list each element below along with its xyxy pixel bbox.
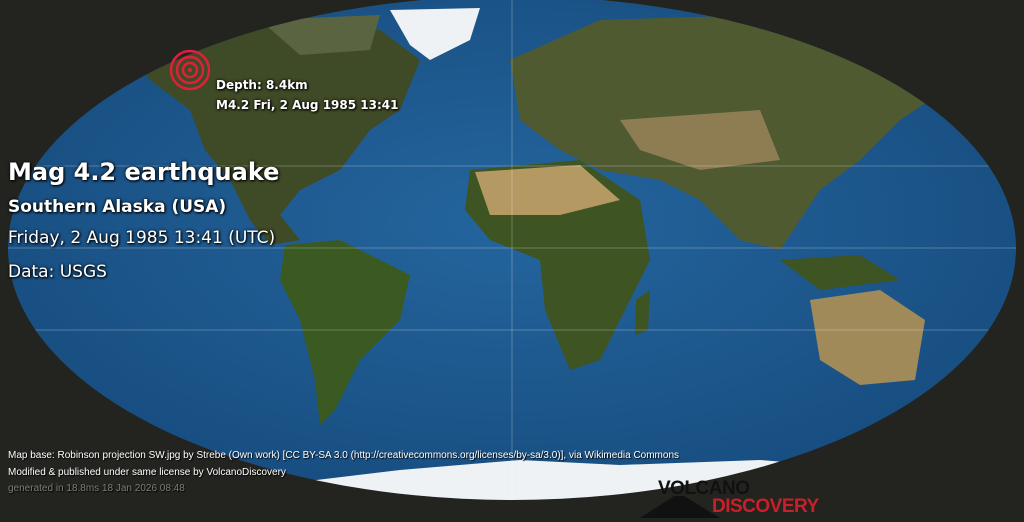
volcanodiscovery-logo[interactable]: VOLCANO DISCOVERY bbox=[640, 478, 850, 518]
south-america bbox=[280, 240, 410, 425]
map-credit: Map base: Robinson projection SW.jpg by … bbox=[8, 450, 680, 461]
graticule bbox=[8, 0, 1016, 500]
datetime-label: Friday, 2 Aug 1985 13:41 (UTC) bbox=[8, 228, 276, 248]
logo-line1: VOLCANO bbox=[658, 478, 750, 499]
region-label: Southern Alaska (USA) bbox=[8, 197, 227, 217]
logo-line2: DISCOVERY bbox=[712, 496, 819, 517]
data-source: Data: USGS bbox=[8, 262, 107, 282]
license-credit: Modified & published under same license … bbox=[8, 467, 286, 478]
epicenter-marker[interactable] bbox=[169, 49, 211, 91]
marker-label: M4.2 Fri, 2 Aug 1985 13:41 bbox=[216, 98, 399, 112]
generated-timestamp: generated in 18.8ms 18 Jan 2026 08:48 bbox=[8, 483, 185, 494]
greenland bbox=[390, 8, 480, 60]
depth-label: Depth: 8.4km bbox=[216, 78, 308, 92]
volcano-icon bbox=[640, 496, 720, 518]
australia bbox=[810, 290, 925, 385]
page-title: Mag 4.2 earthquake bbox=[8, 158, 280, 186]
